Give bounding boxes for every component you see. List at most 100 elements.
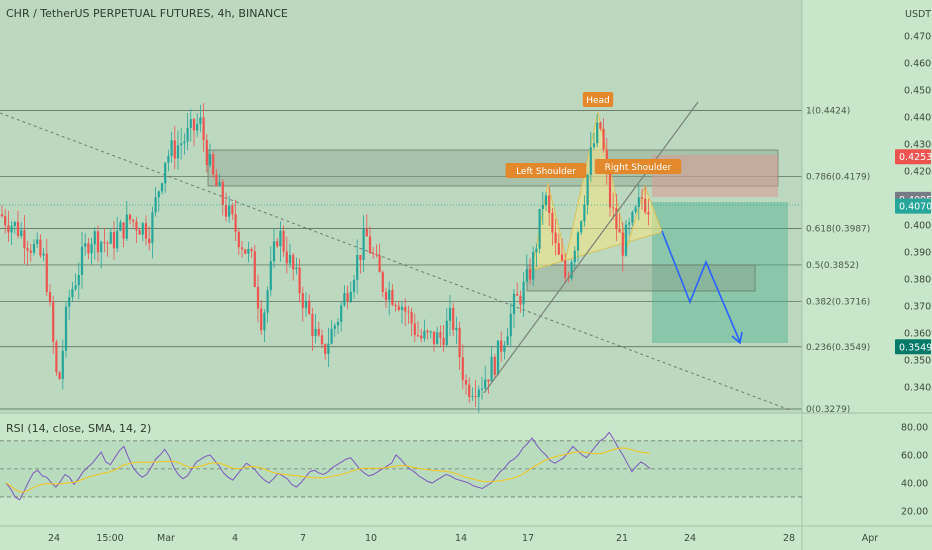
candle-38 xyxy=(122,221,125,248)
candle-56 xyxy=(180,127,183,160)
candle-8 xyxy=(26,241,29,266)
candle-123 xyxy=(394,302,397,312)
candle-46 xyxy=(148,226,151,251)
currency-label: USDT xyxy=(905,9,931,20)
candle-67 xyxy=(215,169,218,187)
candle-57 xyxy=(183,133,186,155)
candle-96 xyxy=(308,294,311,316)
candle-202 xyxy=(647,198,650,226)
candle-97 xyxy=(311,307,314,351)
time-axis-ticks: 24 15:00 Mar 4 7 10 14 17 21 24 28 Apr xyxy=(48,533,878,544)
candle-83 xyxy=(266,286,269,323)
candle-41 xyxy=(132,218,135,228)
candle-182 xyxy=(583,195,586,227)
candle-2 xyxy=(7,211,10,242)
candle-132 xyxy=(423,319,426,342)
candle-84 xyxy=(269,245,272,297)
candle-196 xyxy=(628,218,631,236)
rsi-tick-3: 20.00 xyxy=(901,506,928,517)
time-tick-0: 24 xyxy=(48,533,60,544)
candle-170 xyxy=(544,192,548,211)
candle-11 xyxy=(36,232,39,248)
candle-70 xyxy=(224,192,228,222)
projection-arrowhead xyxy=(731,331,743,345)
candle-117 xyxy=(375,244,378,258)
candle-159 xyxy=(509,302,512,348)
candle-163 xyxy=(522,272,525,317)
candle-36 xyxy=(116,216,119,253)
candle-52 xyxy=(167,149,170,172)
candle-77 xyxy=(247,241,250,263)
candle-58 xyxy=(186,113,189,151)
candle-148 xyxy=(474,380,477,408)
candle-192 xyxy=(615,193,618,241)
candle-121 xyxy=(388,281,391,316)
price-badge-2: 0.4070 xyxy=(895,198,932,214)
candle-157 xyxy=(503,340,506,360)
candle-113 xyxy=(362,215,365,273)
pattern-label-0: Left Shoulder xyxy=(505,163,587,178)
candle-184 xyxy=(589,131,592,182)
candle-75 xyxy=(240,240,244,258)
candle-106 xyxy=(340,301,343,332)
candle-149 xyxy=(477,385,480,413)
candle-94 xyxy=(301,286,304,322)
rsi-tick-2: 40.00 xyxy=(901,478,928,489)
candle-171 xyxy=(548,186,551,227)
head-and-shoulders-pattern xyxy=(531,111,663,271)
candle-62 xyxy=(199,104,202,133)
candle-100 xyxy=(320,329,324,349)
candle-109 xyxy=(349,281,352,304)
candle-179 xyxy=(573,246,576,271)
pattern-label-1: Head xyxy=(582,92,614,107)
candle-158 xyxy=(506,328,509,346)
candle-47 xyxy=(151,206,154,259)
candle-183 xyxy=(586,173,589,215)
candle-114 xyxy=(365,214,368,237)
candle-186 xyxy=(596,113,599,148)
candle-50 xyxy=(160,182,164,195)
candle-93 xyxy=(298,258,301,303)
candle-101 xyxy=(324,343,327,360)
candle-32 xyxy=(103,227,106,253)
candle-169 xyxy=(541,191,544,225)
candle-13 xyxy=(42,247,45,262)
time-tick-2: Mar xyxy=(157,533,175,544)
candle-112 xyxy=(359,254,362,274)
candle-172 xyxy=(551,208,554,246)
time-tick-9: 24 xyxy=(684,533,696,544)
svg-text:0.4070: 0.4070 xyxy=(899,202,932,213)
candle-110 xyxy=(352,274,356,299)
svg-text:Right Shoulder: Right Shoulder xyxy=(605,163,672,173)
candle-174 xyxy=(557,233,560,256)
candle-55 xyxy=(176,130,180,170)
candle-125 xyxy=(400,301,404,324)
candle-20 xyxy=(64,301,68,358)
candle-66 xyxy=(212,151,215,178)
candle-139 xyxy=(445,308,448,347)
candle-116 xyxy=(372,247,375,259)
candle-15 xyxy=(48,284,52,307)
candle-155 xyxy=(496,340,500,376)
candle-104 xyxy=(333,322,336,337)
candle-51 xyxy=(164,162,167,194)
fibonacci-levels: 1(0.4424) 0.786(0.4179) 0.618(0.3987) 0.5(0… xyxy=(0,107,870,415)
candle-187 xyxy=(599,121,602,131)
pattern-labels: Left Shoulder Head Right Shoulder xyxy=(505,92,682,178)
rsi-line xyxy=(5,431,651,501)
candle-81 xyxy=(260,299,263,335)
candle-151 xyxy=(484,365,487,391)
candle-140 xyxy=(448,294,452,336)
candle-175 xyxy=(560,238,564,263)
candle-54 xyxy=(173,125,176,170)
candle-118 xyxy=(378,243,381,273)
candle-92 xyxy=(295,257,298,275)
candle-78 xyxy=(250,247,253,258)
candle-26 xyxy=(84,232,87,256)
candle-153 xyxy=(490,346,493,382)
